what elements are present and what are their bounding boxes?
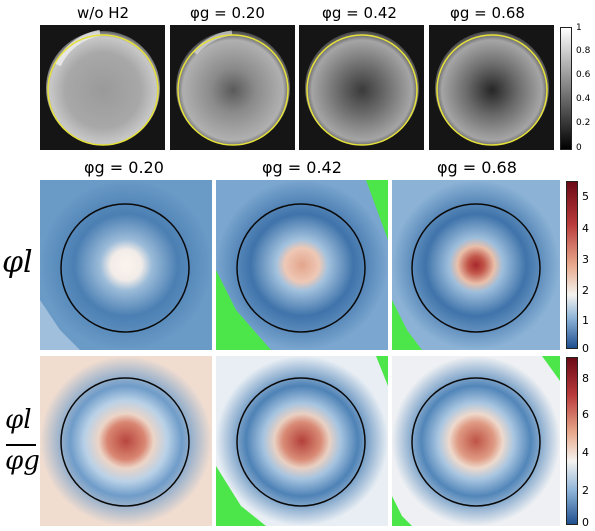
gray-image-020 [170, 25, 295, 150]
ring-1 [47, 34, 159, 146]
ratio-tick-0: 0 [582, 516, 589, 529]
phi-l-tick-5: 5 [582, 190, 589, 203]
row-label-ratio-den: φg [5, 446, 40, 476]
gray-tick-06: 0.6 [576, 70, 591, 80]
top-title-4: φg = 0.68 [450, 4, 525, 22]
gray-colorbar [560, 27, 572, 150]
top-title-2: φg = 0.20 [190, 4, 265, 22]
ratio-tick-4: 4 [582, 446, 589, 459]
ratio-map-068 [392, 356, 560, 526]
ring-5 [60, 203, 190, 333]
phi-l-tick-4: 4 [582, 222, 589, 235]
phi-l-map-042 [216, 180, 388, 350]
top-title-3: φg = 0.42 [322, 4, 397, 22]
gray-image-wo-h2 [40, 25, 165, 150]
ratio-map-042 [216, 356, 388, 526]
ring-10 [411, 377, 541, 507]
ring-7 [411, 203, 541, 333]
phi-l-tick-2: 2 [582, 284, 589, 297]
ring-4 [436, 34, 548, 146]
row-label-ratio-num: φl [5, 405, 32, 435]
phi-l-colorbar [566, 181, 578, 349]
gray-image-068 [429, 25, 554, 150]
phi-l-map-068 [392, 180, 560, 350]
mid-title-3: φg = 0.68 [437, 158, 517, 177]
phi-l-map-020 [40, 180, 212, 350]
gray-tick-1: 1 [576, 23, 582, 33]
mid-title-1: φg = 0.20 [84, 158, 164, 177]
phi-l-tick-3: 3 [582, 253, 589, 266]
top-title-1: w/o H2 [77, 4, 130, 22]
ring-3 [306, 34, 418, 146]
ring-8 [60, 377, 190, 507]
ring-6 [236, 203, 366, 333]
phi-l-tick-1: 1 [582, 314, 589, 327]
ratio-map-020 [40, 356, 212, 526]
gray-tick-02: 0.2 [576, 118, 591, 128]
gray-tick-0: 0 [576, 143, 582, 153]
ratio-tick-8: 8 [582, 372, 589, 385]
ratio-tick-6: 6 [582, 408, 589, 421]
ring-2 [177, 34, 289, 146]
gray-tick-08: 0.8 [576, 46, 591, 56]
fraction-bar [6, 444, 36, 446]
ring-9 [236, 377, 366, 507]
gray-image-042 [299, 25, 424, 150]
ratio-tick-2: 2 [582, 484, 589, 497]
row-label-phi-l: φl [2, 245, 33, 280]
gray-tick-04: 0.4 [576, 94, 591, 104]
mid-title-2: φg = 0.42 [262, 158, 342, 177]
ratio-colorbar [566, 357, 578, 525]
phi-l-tick-0: 0 [582, 342, 589, 355]
